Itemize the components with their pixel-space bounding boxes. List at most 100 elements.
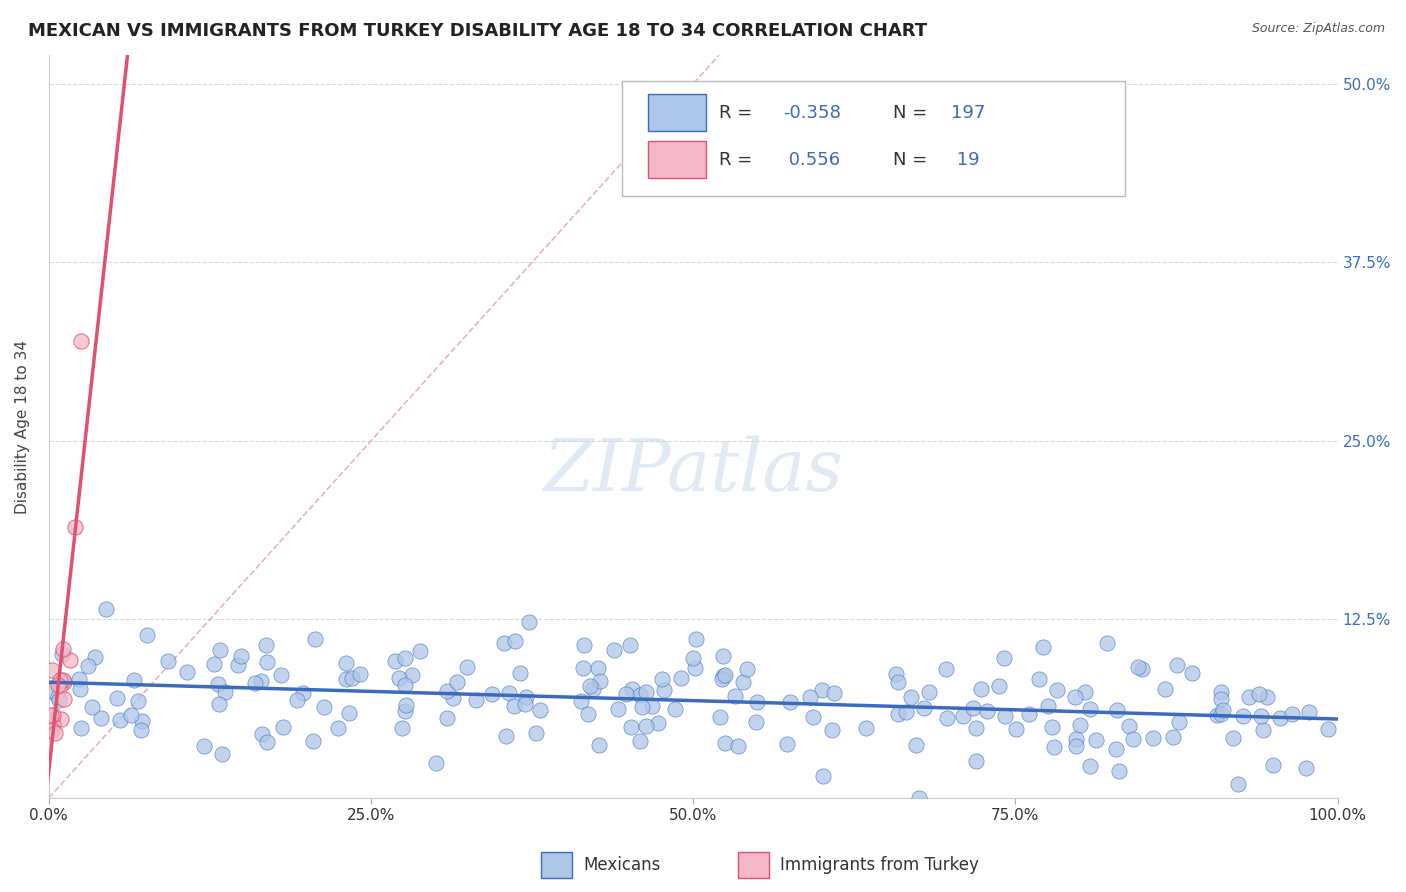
Point [631,699,654,714]
Point [1108,764,1130,778]
Point [724,689,747,703]
Point [965,754,987,768]
Point [202,657,225,672]
Point [176,665,198,679]
Point [935,662,957,676]
Point [1211,685,1233,699]
Point [193,739,215,754]
Point [1069,718,1091,732]
Point [301,733,323,747]
Point [630,688,652,702]
Point [855,721,877,735]
Point [1142,731,1164,745]
Point [603,643,626,657]
Point [67,673,90,687]
Text: ZIPatlas: ZIPatlas [543,436,844,507]
Point [509,665,531,680]
Point [747,696,769,710]
Point [46,690,69,704]
Point [517,615,540,629]
Point [621,681,644,696]
Point [1128,660,1150,674]
Point [824,686,846,700]
Point [69,721,91,735]
Point [744,714,766,729]
Point [464,693,486,707]
Point [811,769,834,783]
Point [409,643,432,657]
Point [976,704,998,718]
Point [492,636,515,650]
FancyBboxPatch shape [648,94,706,131]
Point [495,729,517,743]
Point [502,699,524,714]
Point [970,682,993,697]
Point [335,656,357,670]
Point [962,701,984,715]
Point [48,693,70,707]
Point [640,699,662,714]
Point [1085,732,1108,747]
Point [579,679,602,693]
Point [208,698,231,712]
Point [887,707,910,722]
Point [1064,690,1087,705]
Point [122,673,145,687]
Point [513,698,536,712]
Point [39,684,62,698]
Point [1317,722,1340,736]
Point [335,673,357,687]
Text: N =: N = [893,104,934,122]
Point [1122,732,1144,747]
Point [436,711,458,725]
Point [572,661,595,675]
Point [711,669,734,683]
Point [394,705,416,719]
Point [271,720,294,734]
Point [1040,720,1063,734]
Point [912,701,935,715]
Point [1249,687,1271,701]
Point [1281,707,1303,722]
Point [952,709,974,723]
Point [664,702,686,716]
Point [254,638,277,652]
Point [987,679,1010,693]
Point [49,713,72,727]
Point [1206,708,1229,723]
Point [1078,702,1101,716]
Point [526,726,548,740]
Point [52,673,75,687]
Point [425,756,447,770]
Text: R =: R = [718,104,758,122]
Point [443,690,465,705]
Point [588,738,610,752]
Text: 0.556: 0.556 [783,151,841,169]
Point [285,693,308,707]
Point [671,672,693,686]
Text: 19: 19 [950,151,980,169]
Point [731,675,754,690]
Point [779,695,801,709]
Point [647,716,669,731]
Point [70,334,93,348]
Point [1295,761,1317,775]
Point [887,675,910,690]
Point [312,700,335,714]
Point [270,668,292,682]
Text: N =: N = [893,151,934,169]
Point [250,727,273,741]
Point [801,710,824,724]
Point [82,699,104,714]
Point [52,692,75,706]
Point [1212,703,1234,717]
Point [231,649,253,664]
Point [1018,706,1040,721]
Point [41,707,63,722]
Point [1222,731,1244,745]
Point [1263,758,1285,772]
Point [1209,706,1232,721]
Text: MEXICAN VS IMMIGRANTS FROM TURKEY DISABILITY AGE 18 TO 34 CORRELATION CHART: MEXICAN VS IMMIGRANTS FROM TURKEY DISABI… [28,22,927,40]
Point [105,691,128,706]
Point [821,723,844,738]
